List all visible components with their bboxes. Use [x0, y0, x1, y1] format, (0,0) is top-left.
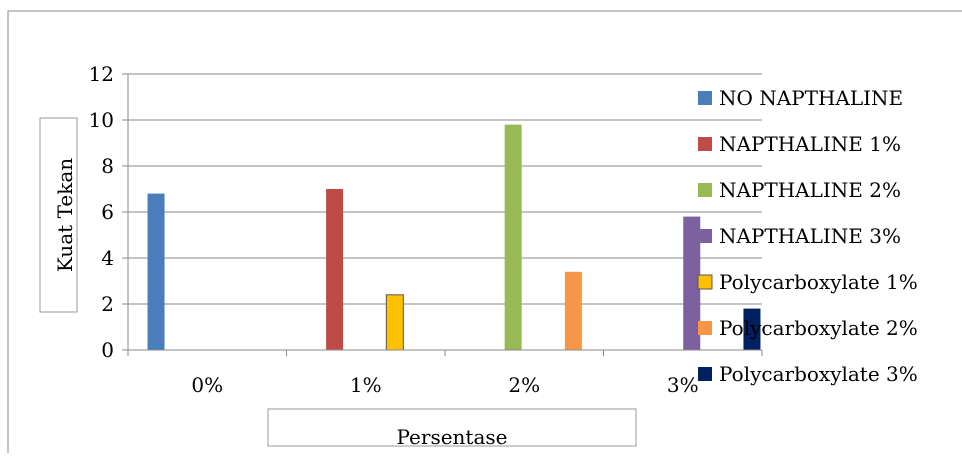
bars — [147, 124, 761, 351]
y-tick-label: 12 — [89, 62, 114, 86]
axes — [122, 73, 763, 356]
y-axis-title-box — [39, 117, 78, 313]
bar — [147, 193, 165, 350]
y-tick-label: 8 — [101, 154, 114, 178]
y-tick-label: 6 — [101, 200, 114, 224]
legend-label: NAPTHALINE 3% — [719, 224, 901, 248]
bar — [504, 124, 522, 350]
legend-swatch — [698, 183, 712, 197]
x-tick-labels: 0% 1% 2% 3% — [191, 373, 698, 397]
legend-swatch — [698, 321, 712, 335]
x-tick-label: 3% — [667, 373, 699, 397]
bar — [326, 189, 344, 350]
legend-label: NO NAPTHALINE — [719, 86, 903, 110]
legend-swatch — [698, 229, 712, 243]
bar — [385, 294, 404, 351]
y-tick-label: 10 — [89, 108, 114, 132]
legend-label: Polycarboxylate 3% — [719, 362, 918, 386]
bar — [683, 216, 701, 350]
legend-label: Polycarboxylate 2% — [719, 316, 918, 340]
legend-swatch — [698, 137, 712, 151]
legend-swatch — [697, 274, 713, 290]
x-tick-label: 1% — [350, 373, 382, 397]
legend: NO NAPTHALINE NAPTHALINE 1% NAPTHALINE 2% N… — [697, 86, 918, 386]
legend-swatch — [698, 91, 712, 105]
bar — [564, 271, 582, 350]
bar — [743, 308, 761, 350]
gridlines — [128, 73, 762, 305]
y-tick-label: 2 — [101, 292, 114, 316]
legend-label: NAPTHALINE 2% — [719, 178, 901, 202]
x-axis-title: Persentase — [397, 425, 508, 449]
x-tick-label: 0% — [191, 373, 223, 397]
y-tick-labels: 0 2 4 6 8 10 12 — [89, 62, 114, 362]
y-tick-label: 0 — [101, 338, 114, 362]
chart-border — [7, 10, 962, 453]
y-tick-label: 4 — [101, 246, 114, 270]
x-tick-label: 2% — [508, 373, 540, 397]
legend-label: NAPTHALINE 1% — [719, 132, 901, 156]
x-axis-title-box — [267, 408, 637, 447]
y-axis-title: Kuat Tekan — [53, 158, 77, 272]
legend-swatch — [698, 367, 712, 381]
legend-label: Polycarboxylate 1% — [719, 270, 918, 294]
